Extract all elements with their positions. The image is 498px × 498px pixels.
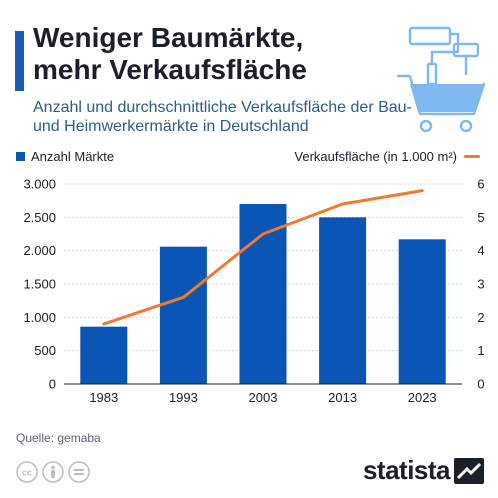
attribution-icon: [42, 461, 64, 483]
svg-text:cc: cc: [22, 468, 32, 478]
bar: [319, 217, 367, 384]
bar: [80, 326, 128, 384]
statista-logo-mark: [454, 457, 484, 484]
brand-wordmark: statista: [362, 455, 451, 485]
legend-bars-label: Anzahl Märkte: [31, 148, 115, 164]
cc-icon: cc: [16, 461, 38, 483]
x-tick-label: 2003: [249, 390, 278, 405]
y-left-tick-label: 3.000: [23, 177, 56, 192]
y-left-tick-label: 0: [49, 377, 56, 392]
y-left-tick-label: 2.000: [23, 243, 56, 258]
no-derivatives-icon: [68, 461, 90, 483]
y-right-tick-label: 0: [477, 377, 484, 392]
legend-bars: Anzahl Märkte: [16, 147, 114, 165]
line-series: [102, 189, 424, 326]
y-left-tick-label: 1.500: [23, 277, 56, 292]
y-right-tick-label: 2: [477, 310, 484, 325]
y-left-tick-label: 1.000: [23, 310, 56, 325]
legend-line: Verkaufsfläche (in 1.000 m²): [294, 147, 480, 165]
chart-subtitle: Anzahl und durchschnittliche Verkaufsflä…: [33, 99, 412, 135]
title-accent-bar: [15, 31, 24, 91]
y-right-tick-label: 1: [477, 343, 484, 358]
x-tick-label: 2013: [328, 390, 357, 405]
bar: [239, 204, 287, 384]
x-tick-label: 1983: [89, 390, 118, 405]
statista-logo[interactable]: statista: [363, 455, 484, 486]
bar: [398, 239, 446, 384]
legend-bar-swatch: [16, 151, 25, 161]
x-tick-label: 2023: [408, 390, 437, 405]
y-left-tick-label: 500: [34, 343, 56, 358]
bar: [159, 246, 207, 384]
legend-line-label: Verkaufsfläche (in 1.000 m²): [294, 148, 457, 164]
y-right-tick-label: 3: [477, 277, 484, 292]
y-right-tick-label: 4: [477, 243, 484, 258]
bar-line-chart: 0 500 1.000 1.500 2.000 2.500 3.000 0 1 2 3 4 5 6 19…: [23, 177, 484, 406]
y-right-tick-label: 6: [477, 177, 484, 192]
license-icons: cc: [16, 461, 90, 483]
chart-title: Weniger Baumärkte, mehr Verkaufsfläche: [33, 22, 307, 85]
y-left-tick-label: 2.500: [23, 210, 56, 225]
y-right-tick-label: 5: [477, 210, 484, 225]
legend-line-swatch: [464, 154, 480, 158]
shopping-cart-with-paint-roller-icon: [396, 26, 486, 133]
source-note: Quelle: gemaba: [16, 431, 101, 445]
x-tick-label: 1993: [169, 390, 198, 405]
